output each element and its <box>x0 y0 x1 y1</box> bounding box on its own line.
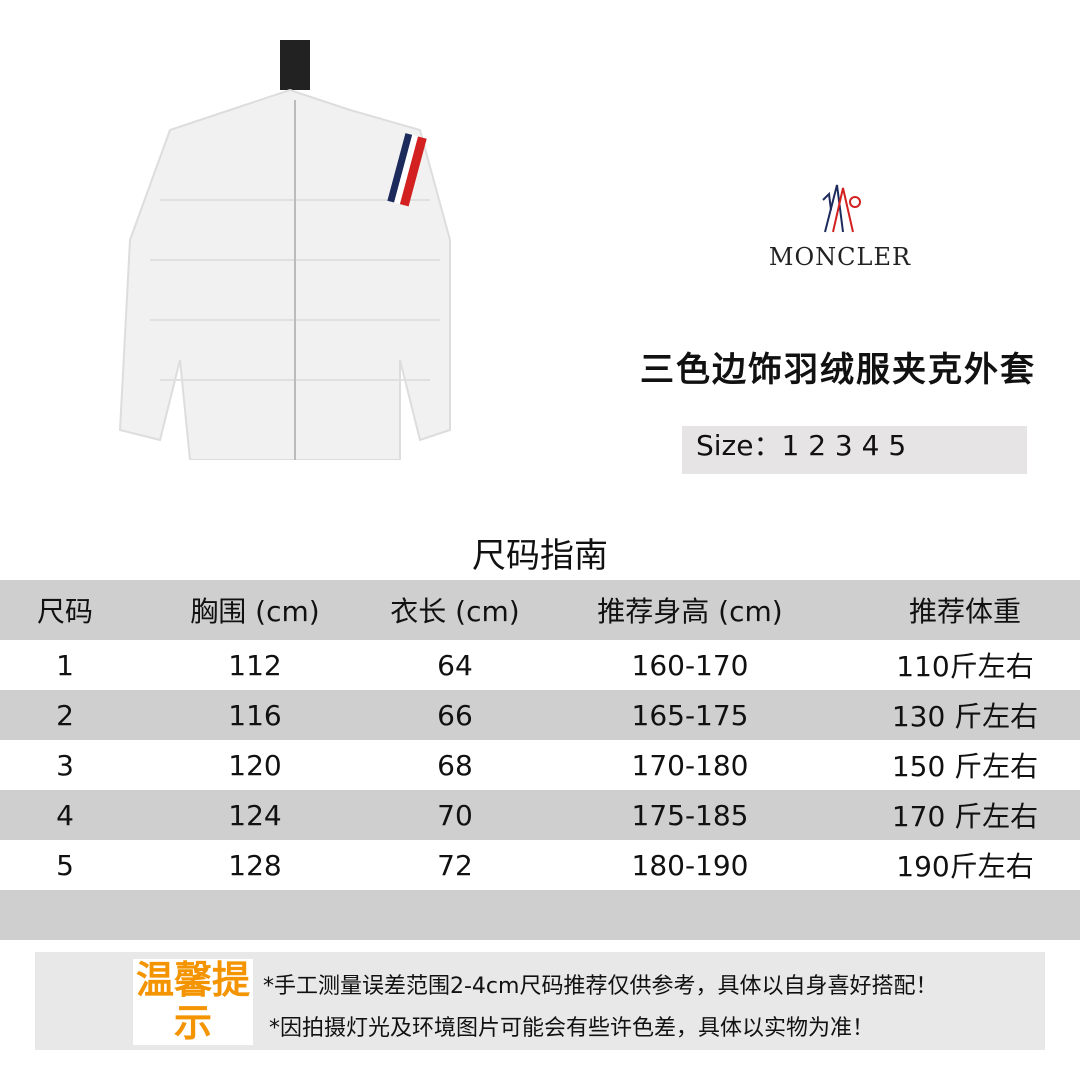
cell: 110斤左右 <box>896 650 1034 683</box>
header-cell: 衣长 (cm) <box>380 580 530 640</box>
cell: 180-190 <box>631 848 749 882</box>
cell: 64 <box>437 648 473 682</box>
cell: 70 <box>380 790 530 840</box>
cell: 160-170 <box>631 648 749 682</box>
table-row: 1 112 64 160-170 110斤左右 <box>0 640 1080 690</box>
cell: 68 <box>437 748 473 782</box>
header-cell: 胸围 (cm) <box>130 580 380 640</box>
cell: 112 <box>228 648 282 682</box>
cell: 190斤左右 <box>896 850 1034 883</box>
notice-line: *手工测量误差范围2-4cm尺码推荐仅供参考，具体以自身喜好搭配！ <box>263 974 938 999</box>
cell: 4 <box>0 790 130 840</box>
cell: 124 <box>130 790 380 840</box>
header-cell: 尺码 <box>0 580 130 640</box>
cell: 72 <box>437 848 473 882</box>
size-table: 尺码 胸围 (cm) 衣长 (cm) 推荐身高 (cm) 推荐体重 1 112 64… <box>0 580 1080 940</box>
notice-label: 温馨提示 <box>133 959 253 1045</box>
cell: 175-185 <box>530 790 850 840</box>
cell: 2 <box>0 690 130 740</box>
cell: 3 <box>56 748 74 782</box>
cell: 5 <box>56 848 74 882</box>
table-empty-row <box>0 890 1080 940</box>
size-guide-title: 尺码指南 <box>472 536 608 576</box>
table-row: 4 124 70 175-185 170 斤左右 <box>0 790 1080 840</box>
brand-logo: MONCLER <box>760 180 920 271</box>
header-cell: 推荐体重 <box>850 580 1080 640</box>
size-options: Size：1 2 3 4 5 <box>682 426 1027 474</box>
table-row: 2 116 66 165-175 130 斤左右 <box>0 690 1080 740</box>
cell: 66 <box>380 690 530 740</box>
product-title: 三色边饰羽绒服夹克外套 <box>640 350 1036 390</box>
cell: 170 斤左右 <box>850 790 1080 840</box>
header-cell: 推荐身高 (cm) <box>530 580 850 640</box>
cell: 116 <box>130 690 380 740</box>
table-row: 5 128 72 180-190 190斤左右 <box>0 840 1080 890</box>
notice-box: 温馨提示 *手工测量误差范围2-4cm尺码推荐仅供参考，具体以自身喜好搭配！ *… <box>35 952 1045 1050</box>
cell: 170-180 <box>631 748 749 782</box>
white-down-jacket-image <box>118 40 451 460</box>
brand-name: MONCLER <box>768 243 912 271</box>
cell: 120 <box>228 748 282 782</box>
cell: 128 <box>228 848 282 882</box>
table-header-row: 尺码 胸围 (cm) 衣长 (cm) 推荐身高 (cm) 推荐体重 <box>0 580 1080 640</box>
cell: 1 <box>56 648 74 682</box>
table-row: 3 120 68 170-180 150 斤左右 <box>0 740 1080 790</box>
cell: 165-175 <box>530 690 850 740</box>
cell: 130 斤左右 <box>850 690 1080 740</box>
moncler-logo-icon <box>822 184 861 233</box>
notice-line: *因拍摄灯光及环境图片可能会有些许色差，具体以实物为准！ <box>269 1016 875 1041</box>
cell: 150 斤左右 <box>891 750 1039 783</box>
